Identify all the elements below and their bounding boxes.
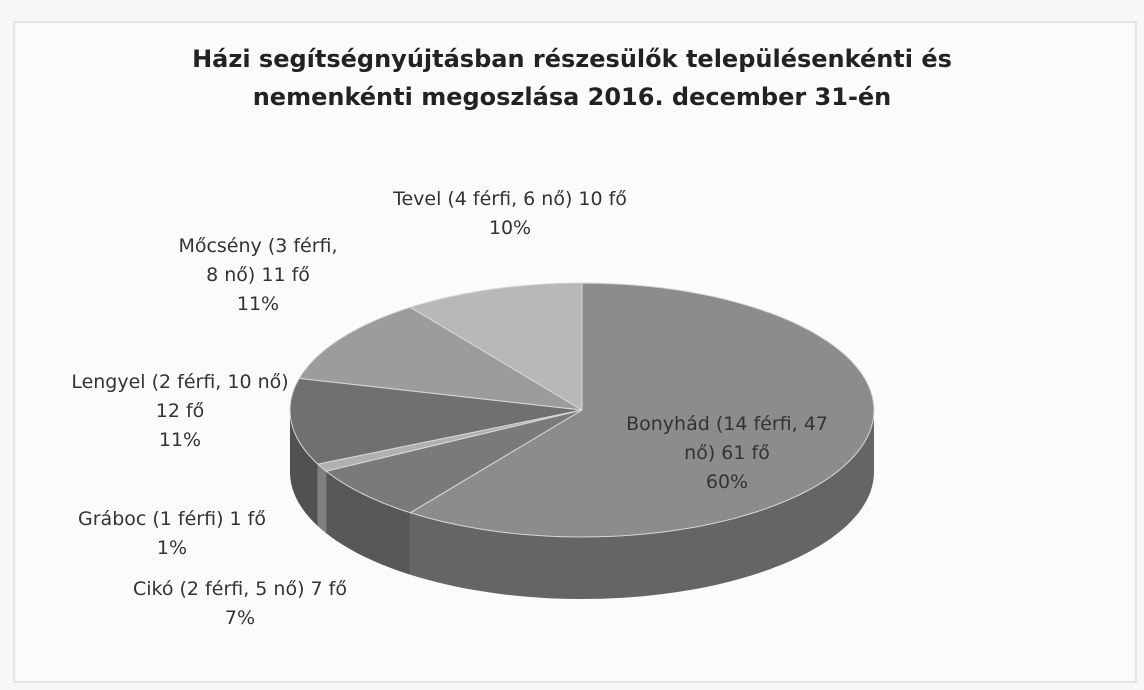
slice: [324, 409, 583, 514]
chart-title: Házi segítségnyújtásban részesülők telep…: [192, 45, 952, 111]
value-label: 11%: [158, 429, 202, 451]
slice-side: [410, 410, 874, 599]
category-label: Tevel (4 férfi, 6 nő) 10 fő: [393, 188, 627, 210]
data-label: Lengyel (2 férfi, 10 nő) 12 fő 11%: [65, 368, 295, 455]
data-label: Tevel (4 férfi, 6 nő) 10 fő 10%: [390, 185, 630, 243]
slice: [409, 282, 583, 411]
slice-side: [290, 410, 318, 527]
category-label: Cikó (2 férfi, 5 nő) 7 fő: [132, 578, 347, 600]
category-label: Gráboc (1 férfi) 1 fő: [78, 508, 266, 530]
category-label: Bonyhád (14 férfi, 47 nő) 61 fő: [626, 413, 828, 464]
slice: [409, 282, 875, 538]
value-label: 11%: [236, 293, 280, 315]
data-label: Bonyhád (14 férfi, 47 nő) 61 fő 60%: [622, 410, 832, 497]
slice: [298, 306, 583, 411]
data-label: Mőcsény (3 férfi, 8 nő) 11 fő 11%: [178, 232, 338, 319]
data-label: Cikó (2 férfi, 5 nő) 7 fő 7%: [120, 575, 360, 633]
value-label: 10%: [488, 217, 532, 239]
data-label: Gráboc (1 férfi) 1 fő 1%: [32, 505, 312, 563]
slice: [289, 377, 583, 465]
slice-side: [326, 471, 411, 575]
slice: [316, 409, 583, 472]
category-label: Mőcsény (3 férfi, 8 nő) 11 fő: [178, 235, 338, 286]
value-label: 60%: [705, 471, 749, 493]
category-label: Lengyel (2 férfi, 10 nő) 12 fő: [71, 371, 289, 422]
slice-side: [317, 464, 327, 534]
value-label: 7%: [224, 607, 256, 629]
value-label: 1%: [156, 537, 188, 559]
